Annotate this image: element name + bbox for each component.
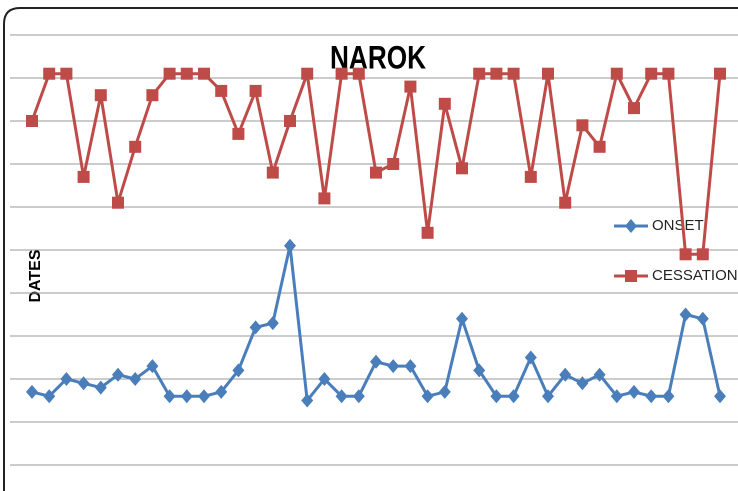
marker bbox=[404, 359, 417, 374]
marker bbox=[610, 67, 623, 80]
marker bbox=[146, 89, 159, 102]
marker bbox=[370, 166, 382, 179]
marker bbox=[593, 140, 606, 153]
marker bbox=[559, 196, 572, 209]
marker bbox=[43, 67, 56, 80]
marker bbox=[43, 389, 56, 404]
marker bbox=[266, 166, 279, 179]
marker bbox=[542, 67, 554, 80]
marker bbox=[352, 389, 365, 404]
marker bbox=[473, 363, 486, 378]
legend-label: CESSATION bbox=[652, 267, 738, 284]
marker bbox=[60, 372, 73, 386]
marker bbox=[438, 97, 451, 110]
marker bbox=[146, 359, 159, 374]
marker bbox=[249, 84, 262, 97]
marker bbox=[610, 389, 623, 404]
marker bbox=[352, 67, 365, 80]
marker bbox=[559, 367, 572, 382]
marker bbox=[473, 67, 486, 80]
marker bbox=[335, 389, 348, 404]
marker bbox=[524, 350, 537, 365]
marker bbox=[163, 389, 176, 404]
marker bbox=[628, 102, 640, 115]
marker bbox=[266, 316, 279, 331]
marker bbox=[335, 67, 348, 80]
marker bbox=[129, 140, 142, 153]
marker bbox=[318, 372, 331, 386]
y-axis-label: DATES bbox=[27, 249, 44, 302]
marker bbox=[507, 67, 520, 80]
marker bbox=[696, 248, 709, 261]
marker bbox=[625, 219, 637, 233]
marker bbox=[645, 389, 658, 404]
marker bbox=[438, 384, 451, 399]
marker bbox=[421, 389, 434, 404]
marker bbox=[456, 311, 468, 326]
marker bbox=[645, 67, 658, 80]
marker bbox=[112, 196, 124, 209]
marker bbox=[180, 67, 193, 80]
marker bbox=[490, 67, 503, 80]
marker bbox=[696, 311, 709, 326]
marker bbox=[421, 226, 434, 239]
marker bbox=[26, 384, 38, 399]
marker bbox=[593, 367, 606, 382]
marker bbox=[215, 384, 228, 399]
marker bbox=[301, 67, 314, 80]
marker bbox=[490, 389, 503, 404]
marker bbox=[232, 127, 245, 140]
marker bbox=[714, 389, 726, 404]
marker bbox=[232, 363, 245, 378]
marker bbox=[198, 67, 210, 80]
marker bbox=[387, 359, 400, 374]
marker bbox=[542, 389, 554, 404]
marker bbox=[215, 84, 228, 97]
marker bbox=[679, 248, 692, 261]
marker bbox=[370, 354, 382, 369]
marker bbox=[318, 192, 331, 205]
marker bbox=[112, 367, 124, 382]
marker bbox=[576, 119, 589, 132]
marker bbox=[198, 389, 210, 404]
marker bbox=[507, 389, 520, 404]
marker bbox=[77, 170, 90, 183]
marker bbox=[662, 389, 675, 404]
marker bbox=[679, 307, 692, 322]
marker bbox=[129, 372, 142, 386]
marker bbox=[576, 376, 589, 391]
marker bbox=[456, 162, 468, 175]
marker bbox=[404, 80, 417, 93]
marker bbox=[249, 320, 262, 335]
marker bbox=[662, 67, 675, 80]
marker bbox=[60, 67, 73, 80]
marker bbox=[714, 67, 726, 80]
marker bbox=[524, 170, 537, 183]
marker bbox=[77, 376, 90, 391]
marker bbox=[180, 389, 193, 404]
marker bbox=[284, 238, 296, 253]
marker bbox=[301, 393, 314, 408]
marker bbox=[26, 115, 38, 127]
legend-label: ONSET bbox=[652, 217, 704, 234]
marker bbox=[94, 380, 107, 395]
marker bbox=[284, 115, 296, 127]
marker bbox=[163, 67, 176, 80]
marker bbox=[628, 384, 640, 399]
marker bbox=[387, 158, 400, 170]
marker bbox=[625, 270, 637, 282]
marker bbox=[94, 89, 107, 102]
frame bbox=[3, 7, 738, 491]
